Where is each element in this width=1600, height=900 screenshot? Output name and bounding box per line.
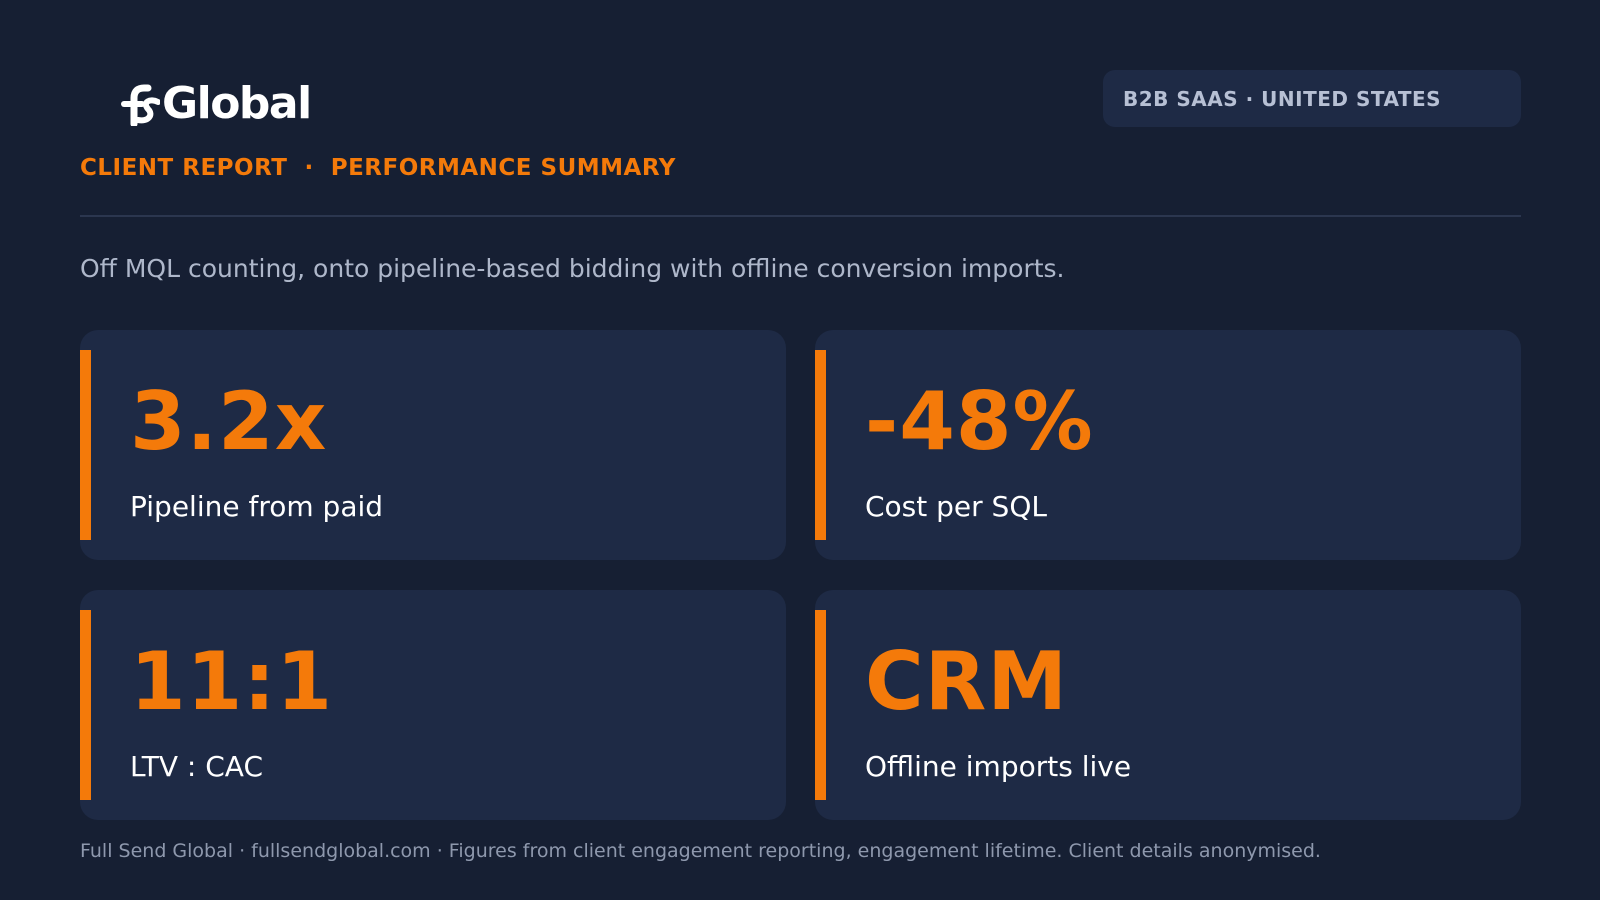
card-accent-bar <box>815 350 826 540</box>
report-kicker: CLIENT REPORT · PERFORMANCE SUMMARY <box>80 155 676 181</box>
summary-lead: Off MQL counting, onto pipeline-based bi… <box>80 254 1065 283</box>
header-divider <box>80 215 1521 217</box>
card-accent-bar <box>815 610 826 800</box>
metric-label: Offline imports live <box>865 750 1132 783</box>
metric-card-ltv-cac: 11:1 LTV : CAC <box>80 590 786 820</box>
metric-value: 3.2x <box>130 375 328 468</box>
metric-label: LTV : CAC <box>130 750 263 783</box>
brand-logo: Global <box>120 78 312 129</box>
metric-label: Cost per SQL <box>865 490 1047 523</box>
metric-label: Pipeline from paid <box>130 490 384 523</box>
metric-card-crm: CRM Offline imports live <box>815 590 1521 820</box>
card-accent-bar <box>80 350 91 540</box>
segment-tag: B2B SAAS · UNITED STATES <box>1103 70 1521 127</box>
metric-card-pipeline: 3.2x Pipeline from paid <box>80 330 786 560</box>
metric-value: -48% <box>865 375 1094 468</box>
logo-text: Global <box>162 78 312 129</box>
footer-note: Full Send Global · fullsendglobal.com · … <box>80 840 1321 862</box>
fs-monogram-icon <box>121 84 160 126</box>
card-accent-bar <box>80 610 91 800</box>
metric-value: CRM <box>865 635 1068 728</box>
metric-card-cost-per-sql: -48% Cost per SQL <box>815 330 1521 560</box>
metric-value: 11:1 <box>130 635 333 728</box>
